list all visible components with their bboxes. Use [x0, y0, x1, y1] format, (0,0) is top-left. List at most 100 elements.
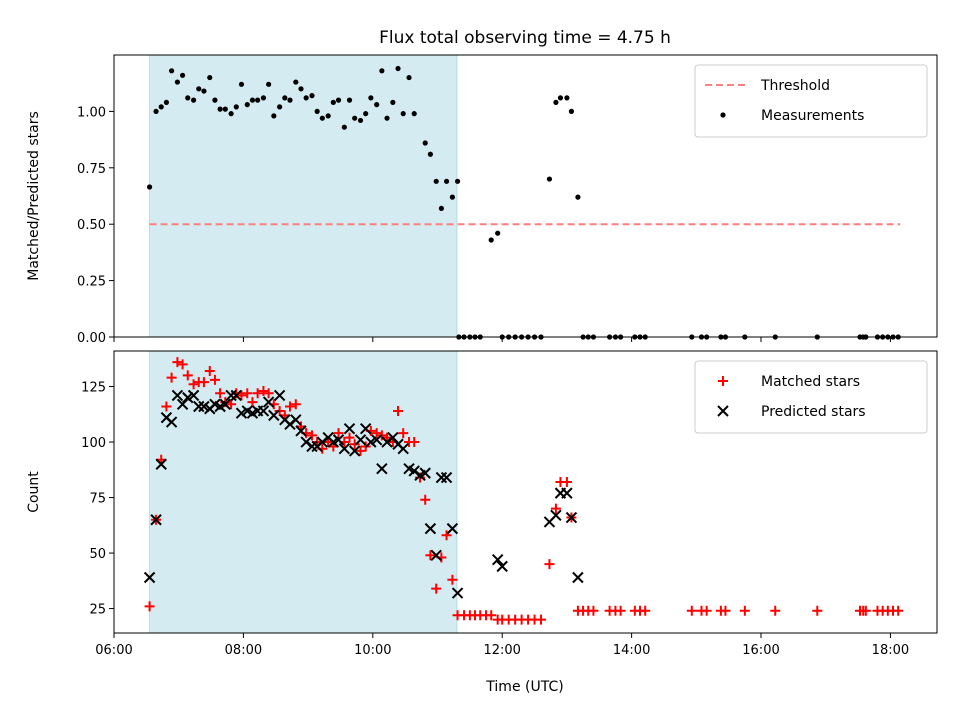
- data-point: [182, 370, 193, 381]
- top-panel-measurements-ratio: 0.00 0.25 0.50 0.75 1.00 Matched/Predicted st…: [26, 54, 938, 346]
- data-point: [204, 365, 215, 376]
- data-point: [238, 81, 245, 87]
- data-point: [422, 140, 428, 146]
- data-point: [561, 487, 573, 499]
- data-point: [217, 106, 223, 112]
- data-point: [228, 111, 234, 117]
- data-point: [177, 359, 188, 370]
- data-point: [397, 442, 409, 455]
- x-tick-label: 08:00: [225, 643, 262, 658]
- data-point: [196, 86, 202, 92]
- data-point: [236, 390, 247, 401]
- data-point: [179, 72, 186, 78]
- observing-window-span: [149, 54, 458, 338]
- y-axis-label: Matched/Predicted stars: [26, 111, 42, 281]
- data-point: [355, 445, 366, 456]
- data-point: [284, 401, 295, 412]
- data-point: [193, 400, 205, 413]
- y-tick-label: 1.00: [77, 105, 106, 120]
- data-point: [188, 379, 199, 390]
- data-point: [440, 471, 453, 484]
- data-point: [344, 432, 355, 443]
- data-point: [572, 571, 584, 584]
- data-point: [435, 471, 448, 484]
- x-tick-label: 16:00: [742, 643, 779, 658]
- data-point: [812, 605, 823, 616]
- data-point: [273, 389, 286, 402]
- data-point: [438, 205, 444, 212]
- data-point: [557, 95, 564, 101]
- y-axis-label: Count: [26, 471, 42, 513]
- data-point: [295, 425, 307, 437]
- data-point: [260, 95, 267, 101]
- data-point: [212, 97, 218, 103]
- legend: Matched stars Predicted stars: [694, 360, 928, 434]
- data-point: [303, 95, 309, 101]
- data-point: [424, 522, 437, 535]
- data-point: [354, 434, 367, 446]
- y-tick-label: 25: [89, 603, 106, 618]
- legend-label: Measurements: [761, 108, 864, 124]
- data-point: [384, 115, 390, 121]
- data-point: [374, 102, 380, 108]
- data-point: [398, 428, 409, 439]
- data-point: [370, 434, 383, 446]
- data-point: [430, 549, 442, 561]
- data-point: [287, 97, 293, 103]
- data-point: [255, 97, 261, 103]
- series-predicted-stars: [143, 389, 584, 599]
- data-point: [330, 99, 336, 105]
- data-point: [368, 95, 374, 101]
- y-tick-label: 0.75: [77, 162, 106, 177]
- legend-box: [694, 64, 928, 138]
- data-point: [172, 357, 183, 368]
- data-point: [363, 111, 369, 117]
- data-point: [553, 99, 559, 105]
- data-point: [271, 113, 277, 119]
- data-point: [770, 605, 781, 616]
- legend-dot-swatch: [720, 112, 726, 118]
- data-point: [379, 68, 385, 74]
- legend-label: Threshold: [760, 78, 830, 94]
- data-point: [249, 97, 256, 103]
- data-point: [262, 396, 275, 408]
- data-point: [441, 530, 452, 541]
- data-point: [274, 405, 285, 416]
- data-point: [446, 522, 459, 535]
- x-tick-label: 06:00: [95, 643, 132, 658]
- data-point: [349, 439, 360, 450]
- data-point: [427, 151, 433, 157]
- y-tick-label: 0.50: [77, 218, 106, 233]
- data-point: [393, 405, 404, 416]
- data-point: [268, 409, 280, 422]
- data-point: [266, 81, 272, 87]
- data-point: [395, 65, 401, 72]
- data-point: [419, 467, 431, 479]
- data-point: [451, 587, 464, 599]
- data-point: [187, 389, 200, 402]
- data-point: [306, 430, 317, 441]
- data-point: [346, 97, 353, 103]
- legend-label: Matched stars: [761, 374, 860, 390]
- y-tick-label: 100: [81, 436, 106, 451]
- data-point: [640, 605, 651, 616]
- data-point: [150, 514, 162, 526]
- data-point: [143, 571, 156, 584]
- data-point: [341, 124, 347, 130]
- data-point: [161, 401, 172, 412]
- data-point: [447, 574, 458, 585]
- data-point: [247, 397, 258, 408]
- data-point: [454, 178, 461, 184]
- data-point: [338, 442, 351, 455]
- y-tick-label: 50: [89, 547, 106, 562]
- data-point: [371, 428, 382, 439]
- data-point: [390, 99, 396, 105]
- axes-frame: [113, 54, 938, 338]
- data-point: [144, 601, 155, 612]
- data-point: [174, 79, 181, 85]
- data-point: [252, 388, 263, 399]
- data-point: [544, 559, 555, 570]
- data-point: [155, 458, 167, 470]
- data-point: [495, 230, 501, 236]
